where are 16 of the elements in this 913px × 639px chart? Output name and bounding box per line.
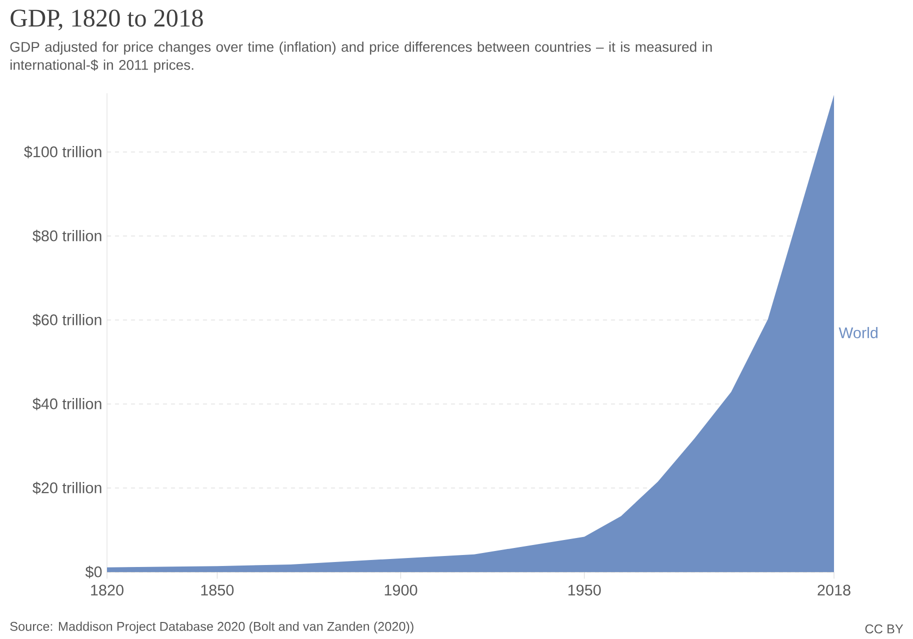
text: CC BY (865, 624, 904, 634)
chart-title: GDP, 1820 to 2018 (10, 10, 203, 30)
x-tick-label: 1900 (384, 584, 418, 596)
x-tick-label: 1950 (568, 584, 601, 596)
y-tick-label: $0 (85, 566, 102, 578)
y-tick-label: $60 trillion (32, 314, 102, 326)
x-tick-label: 1850 (201, 584, 234, 596)
x-tick-label: 1820 (91, 584, 124, 596)
y-tick-label: $20 trillion (32, 482, 102, 494)
y-tick-label: $100 trillion (24, 146, 102, 158)
chart-subtitle: GDP adjusted for price changes over time (inflation) and price differences between countries – it is measured in international-$ in 2011 prices. (10, 42, 712, 73)
y-tick-label: $80 trillion (32, 230, 102, 242)
x-tick-label: 2018 (818, 584, 850, 596)
series-label: World (838, 326, 878, 338)
source-note: Source: Maddison Project Database 2020 (Bolt and van Zanden (2020)) (10, 622, 414, 634)
y-tick-label: $40 trillion (32, 398, 102, 410)
